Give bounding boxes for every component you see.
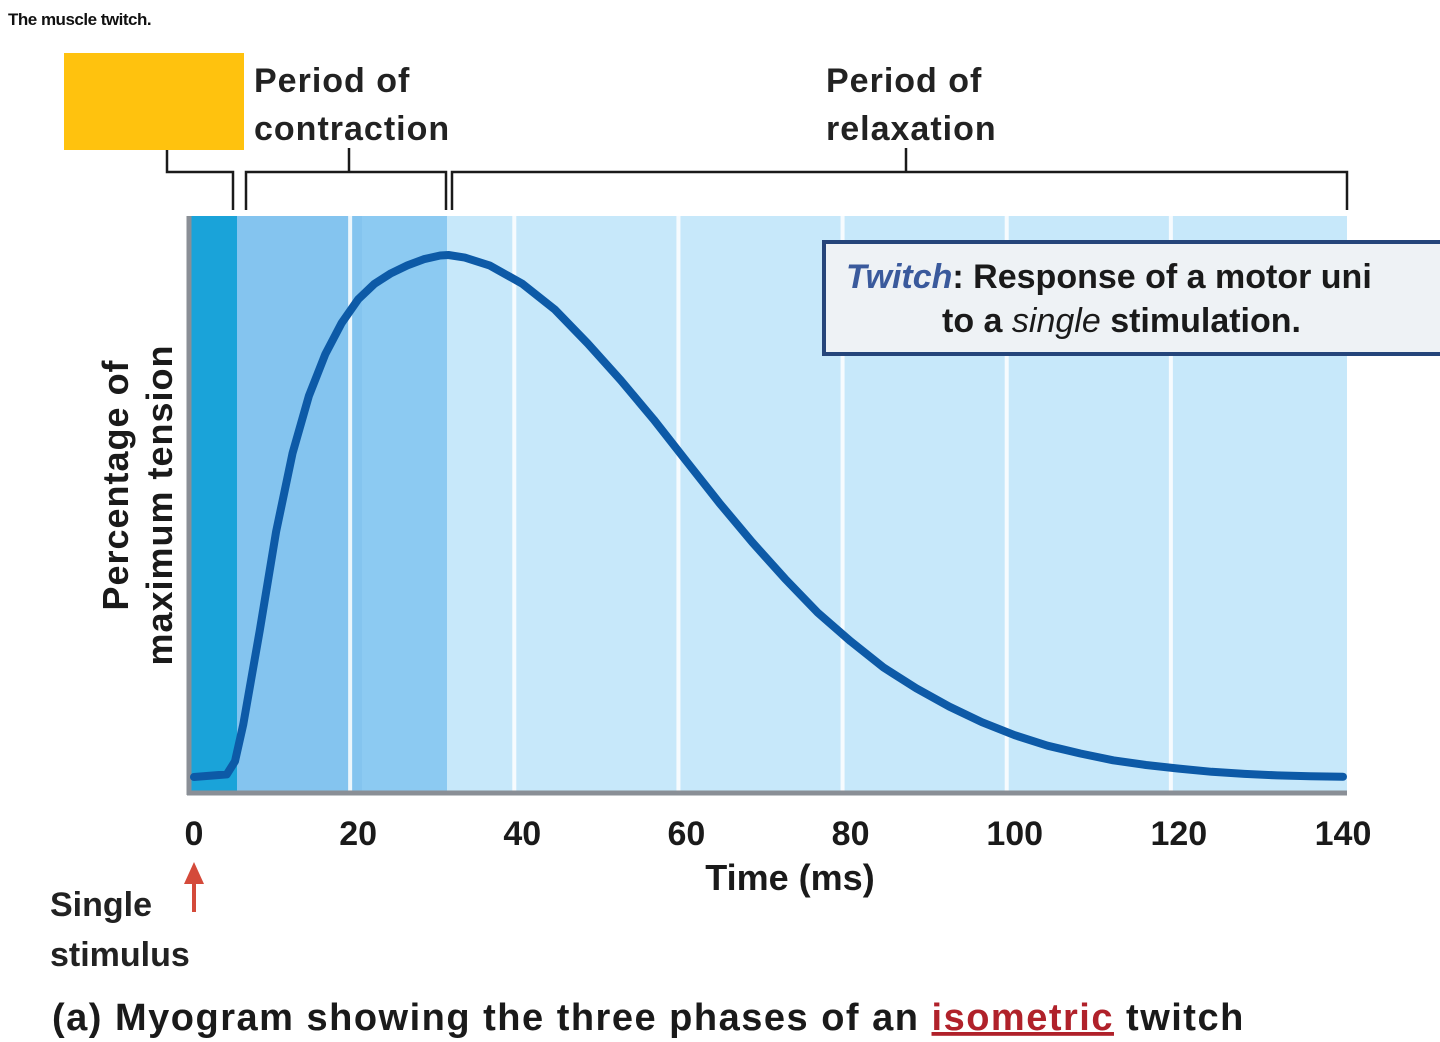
x-tick-label-120: 120 [1150, 815, 1207, 853]
caption-link-isometric[interactable]: isometric [932, 997, 1114, 1039]
callout-line2-before: to a [942, 302, 1012, 340]
caption-before: (a) Myogram showing the three phases of … [52, 997, 932, 1039]
series-line [190, 251, 1347, 781]
band-contraction-early [237, 216, 362, 793]
x-tick-label-140: 140 [1315, 815, 1372, 853]
svg-text:Twitch: Response of a motor u: Twitch: Response of a motor uni [846, 258, 1372, 296]
phase-brackets [165, 148, 1349, 210]
x-tick-label-40: 40 [503, 815, 541, 853]
x-axis-label: Time (ms) [705, 857, 874, 898]
figure-caption: (a) Myogram showing the three phases of … [52, 997, 1245, 1039]
stimulus-arrow [184, 862, 204, 912]
phase-label-2-line2: relaxation [826, 110, 997, 148]
callout-term: Twitch [846, 258, 952, 296]
bracket-contraction [244, 148, 448, 210]
page-title: The muscle twitch. [8, 10, 152, 29]
stimulus-label-line1: Single [50, 886, 152, 924]
callout-line1: : Response of a motor uni [952, 258, 1371, 296]
stimulus-label-line2: stimulus [50, 936, 190, 974]
caption-after: twitch [1114, 997, 1245, 1039]
latent-period-swatch [64, 53, 244, 150]
phase-label-2-line1: Period of [826, 62, 982, 100]
twitch-definition-callout: Twitch: Response of a motor uni to a sin… [822, 240, 1440, 356]
x-tick-label-100: 100 [986, 815, 1043, 853]
phase-labels: Period of contraction Period of relaxation [254, 62, 997, 148]
callout-line2-emph: single [1012, 302, 1101, 340]
band-latent [191, 216, 237, 793]
bracket-latent [165, 150, 235, 210]
x-tick-label-0: 0 [185, 815, 204, 853]
phase-label-1-line1: Period of [254, 62, 410, 100]
y-axis-label-line2: maximum tension [139, 344, 180, 665]
x-tick-label-60: 60 [668, 815, 706, 853]
x-tick-label-80: 80 [832, 815, 870, 853]
svg-text:to a single stimulation.: to a single stimulation. [942, 302, 1301, 340]
y-axis-label-line1: Percentage of [95, 359, 136, 610]
callout-line2-after: stimulation. [1101, 302, 1301, 340]
phase-label-1-line2: contraction [254, 110, 450, 148]
bracket-relaxation [450, 148, 1349, 210]
x-tick-label-20: 20 [339, 815, 377, 853]
x-tick-labels: 0 20 40 60 80 100 120 140 [185, 815, 1372, 853]
